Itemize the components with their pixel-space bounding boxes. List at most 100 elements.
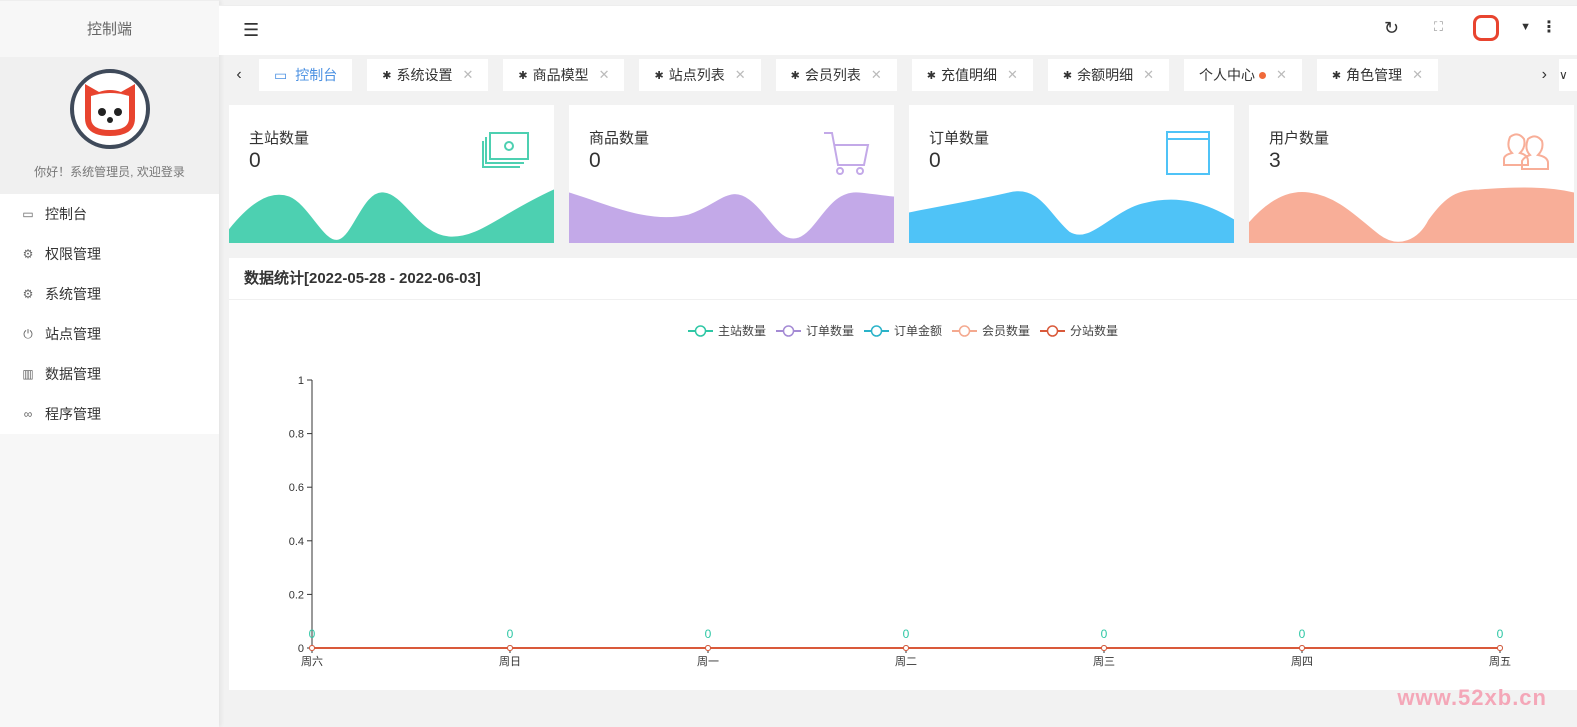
data-point — [1299, 645, 1305, 651]
data-point — [705, 645, 711, 651]
card-title: 主站数量 — [249, 130, 310, 147]
status-dot — [1258, 71, 1266, 79]
close-icon[interactable]: ✕ — [1412, 67, 1424, 82]
tab-3[interactable]: ✱ 站点列表 ✕ — [639, 59, 761, 91]
sidebar-item-label: 控制台 — [45, 206, 87, 222]
sidebar: 控制端 你好！系统管理员, 欢迎登录 ▭ 控制台 ⚙ 权限管理 ⚙ 系统管理 ⏻ 站点管理 ▥ 数… — [0, 0, 219, 727]
stat-cards: 主站数量 0 商品数量 0 订单数量 0 用户数量 3 — [229, 105, 1574, 243]
tab-label: 系统设置 — [396, 67, 453, 83]
stat-card-2[interactable]: 订单数量 0 — [909, 105, 1234, 243]
legend-item[interactable]: 主站数量 — [687, 322, 766, 339]
data-point — [1497, 645, 1503, 651]
data-point — [309, 645, 315, 651]
sidebar-menu: ▭ 控制台 ⚙ 权限管理 ⚙ 系统管理 ⏻ 站点管理 ▥ 数据管理 ∞ 程序管理 — [0, 194, 219, 434]
tabs-prev-icon[interactable]: ‹ — [236, 66, 242, 83]
stat-card-0[interactable]: 主站数量 0 — [229, 105, 554, 243]
dropdown-caret-icon[interactable]: ▼ — [1520, 21, 1531, 33]
data-point — [309, 645, 315, 651]
data-point — [1299, 645, 1305, 651]
tab-2[interactable]: ✱ 商品模型 ✕ — [503, 59, 625, 91]
data-point — [1497, 645, 1503, 651]
legend-marker — [775, 324, 801, 337]
close-icon[interactable]: ✕ — [462, 67, 474, 82]
legend-label: 主站数量 — [717, 324, 766, 338]
x-tick-label: 周六 — [301, 655, 323, 668]
tab-0[interactable]: ▭ 控制台 — [259, 59, 353, 91]
data-point — [903, 645, 909, 651]
x-tick-label: 周日 — [499, 655, 521, 668]
tabs-menu-icon[interactable]: ∨ — [1559, 59, 1577, 91]
sidebar-item-label: 权限管理 — [45, 246, 101, 262]
legend-item[interactable]: 订单金额 — [863, 322, 942, 339]
tab-label: 角色管理 — [1346, 67, 1403, 83]
sidebar-item-1[interactable]: ⚙ 权限管理 — [0, 234, 219, 274]
panel-title: 数据统计[2022-05-28 - 2022-06-03] — [229, 258, 1577, 300]
tab-4[interactable]: ✱ 会员列表 ✕ — [775, 59, 897, 91]
tab-1[interactable]: ✱ 系统设置 ✕ — [367, 59, 489, 91]
data-label: 0 — [1101, 627, 1108, 641]
data-point — [507, 645, 513, 651]
close-icon[interactable]: ✕ — [1006, 67, 1018, 82]
sidebar-item-5[interactable]: ∞ 程序管理 — [0, 394, 219, 434]
close-icon[interactable]: ✕ — [598, 67, 610, 82]
sidebar-item-3[interactable]: ⏻ 站点管理 — [0, 314, 219, 354]
sidebar-item-0[interactable]: ▭ 控制台 — [0, 194, 219, 234]
palm-icon: ✱ — [518, 69, 528, 82]
data-point — [507, 645, 513, 651]
card-value: 3 — [1269, 149, 1281, 172]
tab-6[interactable]: ✱ 余额明细 ✕ — [1047, 59, 1169, 91]
data-label: 0 — [507, 627, 514, 641]
close-icon[interactable]: ✕ — [1143, 67, 1154, 82]
close-icon[interactable]: ✕ — [870, 67, 882, 82]
legend-item[interactable]: 分站数量 — [1040, 322, 1118, 339]
sidebar-item-label: 站点管理 — [45, 326, 101, 342]
fullscreen-icon[interactable]: ⛶ — [1433, 19, 1443, 34]
card-wave — [909, 191, 1234, 243]
tab-5[interactable]: ✱ 充值明细 ✕ — [911, 59, 1033, 91]
refresh-icon[interactable]: ↻ — [1383, 18, 1399, 38]
palm-icon: ✱ — [382, 69, 392, 82]
y-tick-label: 0 — [298, 643, 304, 655]
data-label: 0 — [1299, 627, 1306, 641]
palm-icon: ✱ — [1331, 69, 1342, 82]
sidebar-item-label: 程序管理 — [45, 406, 101, 422]
tab-bar: ‹ ▭ 控制台 ✱ 系统设置 ✕ ✱ 商品模型 ✕ ✱ 站点列表 ✕ ✱ 会员列表 ✕ ✱ 充值明细 ✕ ✱ 余额明… — [219, 55, 1577, 95]
close-icon[interactable]: ✕ — [734, 67, 746, 82]
legend-item[interactable]: 会员数量 — [952, 322, 1030, 339]
card-wave — [569, 192, 894, 243]
user-avatar[interactable] — [1473, 15, 1499, 41]
x-tick-label: 周五 — [1489, 655, 1511, 668]
card-title: 用户数量 — [1269, 130, 1330, 147]
data-point — [309, 645, 315, 651]
tab-7[interactable]: 个人中心 ✕ — [1183, 59, 1302, 91]
x-tick-label: 周四 — [1291, 655, 1313, 668]
tab-label: 余额明细 — [1077, 67, 1134, 83]
x-tick-label: 周一 — [697, 655, 719, 668]
close-icon[interactable]: ✕ — [1275, 67, 1287, 82]
more-icon[interactable]: ⋮ — [1541, 19, 1557, 36]
legend-item[interactable]: 订单数量 — [775, 322, 854, 339]
y-tick-label: 0.4 — [289, 536, 304, 548]
card-value: 0 — [589, 149, 601, 172]
sidebar-item-label: 系统管理 — [45, 286, 101, 302]
menu-collapse-icon[interactable]: ☰ — [243, 20, 260, 40]
sidebar-item-2[interactable]: ⚙ 系统管理 — [0, 274, 219, 314]
tab-label: 控制台 — [295, 67, 338, 83]
x-tick-label: 周三 — [1093, 655, 1115, 668]
tabs-next-icon[interactable]: › — [1541, 66, 1547, 83]
data-point — [705, 645, 711, 651]
data-point — [903, 645, 909, 651]
card-wave — [229, 189, 554, 243]
chart-legend: 主站数量 订单数量 订单金额 会员数量 分站数量 — [229, 322, 1577, 339]
data-point — [903, 645, 909, 651]
data-point — [507, 645, 513, 651]
data-point — [507, 645, 513, 651]
avatar[interactable] — [69, 69, 150, 149]
data-point — [1497, 645, 1503, 651]
tab-label: 充值明细 — [940, 67, 997, 83]
stat-card-3[interactable]: 用户数量 3 — [1249, 105, 1574, 243]
stat-card-1[interactable]: 商品数量 0 — [569, 105, 894, 243]
sidebar-item-4[interactable]: ▥ 数据管理 — [0, 354, 219, 394]
data-label: 0 — [1497, 627, 1504, 641]
tab-8[interactable]: ✱ 角色管理 ✕ — [1316, 59, 1439, 91]
